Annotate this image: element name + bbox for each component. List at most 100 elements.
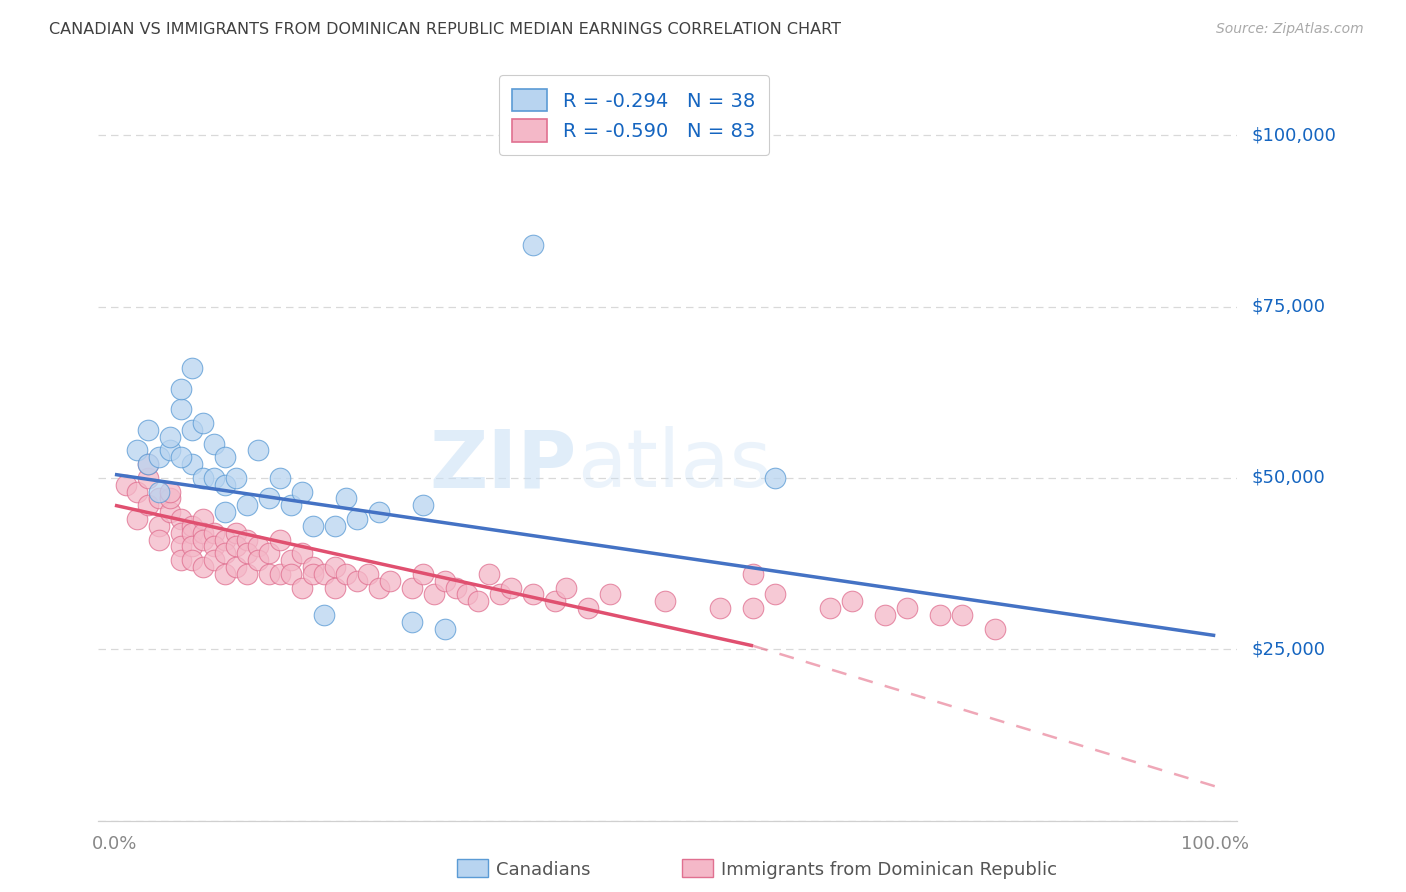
Text: Immigrants from Dominican Republic: Immigrants from Dominican Republic: [721, 861, 1057, 879]
Point: [346, 512, 368, 526]
Point: [896, 601, 918, 615]
Point: [236, 546, 259, 560]
Point: [709, 601, 731, 615]
Point: [191, 416, 214, 430]
Text: CANADIAN VS IMMIGRANTS FROM DOMINICAN REPUBLIC MEDIAN EARNINGS CORRELATION CHART: CANADIAN VS IMMIGRANTS FROM DOMINICAN RE…: [49, 22, 841, 37]
Point: [159, 484, 181, 499]
Point: [291, 484, 314, 499]
Point: [302, 519, 325, 533]
Point: [170, 553, 193, 567]
Point: [191, 560, 214, 574]
Point: [291, 581, 314, 595]
Point: [170, 402, 193, 417]
Point: [489, 587, 512, 601]
Point: [225, 560, 247, 574]
Point: [181, 553, 204, 567]
Point: [269, 471, 291, 485]
Point: [125, 484, 148, 499]
Point: [125, 443, 148, 458]
Point: [950, 607, 973, 622]
Point: [280, 566, 302, 581]
Point: [302, 566, 325, 581]
Point: [742, 601, 765, 615]
Text: $100,000: $100,000: [1251, 126, 1336, 145]
Point: [335, 491, 357, 506]
Point: [181, 423, 204, 437]
Point: [984, 622, 1007, 636]
Text: $75,000: $75,000: [1251, 298, 1326, 316]
Point: [214, 505, 236, 519]
Point: [191, 512, 214, 526]
Text: $25,000: $25,000: [1251, 640, 1326, 658]
Point: [335, 566, 357, 581]
Point: [159, 430, 181, 444]
Point: [181, 525, 204, 540]
Point: [115, 477, 138, 491]
Text: atlas: atlas: [576, 426, 770, 504]
Point: [148, 533, 170, 547]
Point: [202, 525, 225, 540]
Point: [148, 450, 170, 465]
Point: [181, 540, 204, 554]
Point: [378, 574, 401, 588]
Point: [544, 594, 567, 608]
Text: ZIP: ZIP: [429, 426, 576, 504]
Point: [312, 607, 335, 622]
Point: [236, 533, 259, 547]
Point: [499, 581, 522, 595]
Point: [280, 553, 302, 567]
Point: [159, 491, 181, 506]
Point: [181, 361, 204, 376]
Point: [555, 581, 578, 595]
Point: [202, 540, 225, 554]
Point: [170, 540, 193, 554]
Point: [191, 533, 214, 547]
Point: [159, 443, 181, 458]
Point: [599, 587, 621, 601]
Point: [170, 450, 193, 465]
Point: [257, 491, 280, 506]
Text: Source: ZipAtlas.com: Source: ZipAtlas.com: [1216, 22, 1364, 37]
Point: [576, 601, 599, 615]
Point: [236, 566, 259, 581]
Point: [291, 546, 314, 560]
Point: [434, 574, 457, 588]
Point: [841, 594, 863, 608]
Point: [401, 615, 423, 629]
Point: [522, 587, 544, 601]
Point: [467, 594, 489, 608]
Point: [225, 540, 247, 554]
Point: [214, 546, 236, 560]
Point: [136, 457, 159, 471]
Point: [170, 382, 193, 396]
Point: [444, 581, 467, 595]
Point: [522, 237, 544, 252]
Point: [929, 607, 952, 622]
Point: [742, 566, 765, 581]
Point: [401, 581, 423, 595]
Point: [214, 533, 236, 547]
Point: [763, 587, 786, 601]
Point: [225, 525, 247, 540]
Point: [434, 622, 457, 636]
Point: [202, 436, 225, 450]
Text: Canadians: Canadians: [496, 861, 591, 879]
Point: [159, 505, 181, 519]
Text: $50,000: $50,000: [1251, 469, 1324, 487]
Point: [412, 566, 434, 581]
Point: [148, 484, 170, 499]
Point: [654, 594, 676, 608]
Point: [269, 566, 291, 581]
Point: [280, 498, 302, 512]
Point: [368, 581, 391, 595]
Point: [368, 505, 391, 519]
Point: [246, 540, 269, 554]
Point: [269, 533, 291, 547]
Point: [257, 546, 280, 560]
Point: [323, 581, 346, 595]
Point: [423, 587, 446, 601]
Point: [170, 512, 193, 526]
Point: [136, 457, 159, 471]
Point: [323, 519, 346, 533]
Point: [302, 560, 325, 574]
